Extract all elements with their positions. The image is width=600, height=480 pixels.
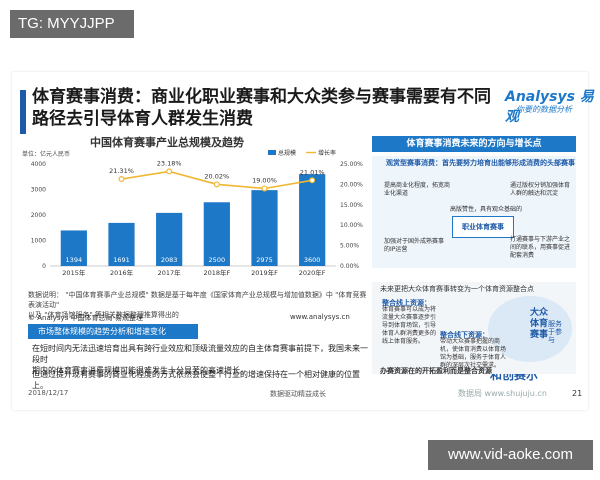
legend-swatch-bars — [268, 150, 276, 155]
legend-label-bars: 总规模 — [278, 149, 296, 157]
diagram-panel-top — [372, 156, 576, 268]
legend-label-line: 增长率 — [318, 149, 336, 157]
growth-label: 21.01% — [300, 168, 325, 176]
analysys-logo: Analysys 易观 — [505, 89, 594, 125]
bar-value-label: 2975 — [256, 256, 273, 264]
diagram-center-note: 高版赞性，具有观众基础的 — [449, 206, 522, 213]
x-tick-label: 2016年 — [110, 268, 134, 277]
slide-title-line-2: 路径去引导体育人群发生消费 — [32, 109, 253, 129]
growth-label: 23.18% — [157, 159, 182, 167]
bullet-1-line-2: 期内的体育赛事消费规模可能很难发生十分显著的高速增长。 — [32, 366, 248, 375]
bar — [251, 190, 278, 266]
diagram-center-box: 职业体育赛事 — [452, 216, 514, 238]
diagram-left-top: 提高商业化程度，拓宽商业化渠道 — [384, 182, 451, 197]
bullet-1: 在短时间内无法迅速培育出具有跨行业效应和顶级流量效应的自主体育赛事前提下，我国未… — [32, 343, 372, 376]
growth-point — [118, 176, 125, 183]
growth-point — [309, 177, 316, 184]
diagram-circle-sublabel: 服务于参与 — [548, 320, 562, 344]
source-credit: © Analysys 中国体育总局-易观整理 — [28, 314, 144, 322]
bar-value-label: 1691 — [113, 256, 130, 264]
offline-resource-desc: 带动大众赛事把握的商机，使体育消费以体育场馆为基础，服务于体育人群的深层次社交需… — [440, 338, 507, 369]
analysys-logo-tagline: 你要的数据分析 — [516, 105, 572, 114]
footnote-line-2: 以及 "体育场馆服务" 等相关数据整理推算得出的 — [28, 311, 179, 319]
watermark-site: 数据局 www.shujuju.cn — [458, 389, 547, 398]
section-label: 市场整体规模的趋势分析和增速变化 — [28, 324, 198, 339]
source-url: www.analysys.cn — [290, 313, 350, 321]
bar — [299, 174, 326, 266]
bar-value-label: 3600 — [304, 256, 321, 264]
bar — [156, 212, 183, 266]
y-tick-left: 4000 — [31, 161, 46, 168]
bar — [60, 230, 87, 266]
growth-label: 21.31% — [109, 167, 134, 175]
y-tick-right: 5.00% — [340, 243, 359, 250]
diagram-circle-label: 大众体育赛事 — [529, 308, 548, 340]
tag-overlay: TG: MYYJJPP — [10, 10, 134, 38]
x-tick-label: 2018年F — [203, 268, 230, 277]
growth-label: 19.00% — [252, 176, 277, 184]
diagram-circle — [488, 296, 572, 362]
y-tick-right: 15.00% — [340, 202, 363, 209]
y-tick-right: 10.00% — [340, 222, 363, 229]
diagram-header: 体育赛事消费未来的方向与增长点 — [372, 136, 576, 152]
chart-footnote: 数据说明： "中国体育赛事产业总规模" 数据是基于每年度《国家体育产业总规模与增… — [28, 290, 368, 320]
footnote-line-1: 数据说明： "中国体育赛事产业总规模" 数据是基于每年度《国家体育产业总规模与增… — [28, 291, 367, 309]
bullet-1-line-1: 在短时间内无法迅速培育出具有跨行业效应和顶级流量效应的自主体育赛事前提下，我国未… — [32, 344, 368, 364]
y-tick-left: 0 — [42, 263, 46, 270]
growth-label: 20.02% — [204, 172, 229, 180]
slide-footer-slogan: 数据驱动精益成长 — [270, 390, 326, 398]
diagram-right-bottom: 打通赛事与下游产业之间的联系，用赛事促进配套消费 — [510, 236, 571, 259]
diagram-subtitle: 观赏型赛事消费：首先要努力培育出能够形成消费的头部赛事 — [386, 159, 575, 167]
y-tick-left: 3000 — [31, 187, 46, 194]
diagram-bottom-note: 办赛资源在的开拓盈利而是整合资源 — [380, 367, 492, 375]
diagram-right-top: 通过版权分销加强体育人群的触达和沉淀 — [510, 182, 571, 197]
y-tick-right: 25.00% — [340, 161, 363, 168]
chart-title: 中国体育赛事产业总规模及趋势 — [90, 136, 244, 149]
offline-resource-label: 整合线下资源： — [440, 331, 489, 339]
url-overlay: www.vid-aoke.com — [428, 440, 593, 470]
bar-value-label: 1394 — [66, 256, 83, 264]
slide-date: 2018/12/17 — [28, 389, 69, 397]
growth-point — [213, 181, 220, 188]
y-tick-right: 20.00% — [340, 181, 363, 188]
bar — [108, 222, 135, 266]
diagram-left-bottom: 加强对于国外成熟赛事的IP运营 — [384, 238, 445, 253]
growth-point — [261, 185, 268, 192]
title-accent-bar — [20, 90, 26, 134]
y-tick-left: 1000 — [31, 238, 46, 245]
diagram-bottom-header: 未来更把大众体育赛事转变为一个体育资源整合点 — [380, 285, 534, 293]
y-tick-left: 2000 — [31, 212, 46, 219]
x-tick-label: 2020年F — [299, 268, 326, 277]
bar-value-label: 2083 — [161, 256, 178, 264]
online-resource-label: 整合线上资源： — [382, 299, 431, 307]
x-tick-label: 2017年 — [158, 268, 182, 277]
bullet-2: 但通过提升现有赛事的商业化程度的方式依然会使整个行业的增速保持在一个相对健康的位… — [32, 370, 360, 390]
online-resource-desc: 体育赛事可以成为将流量大众赛事逐步引导到体育场馆，引导体育人群消费更多的线上体育… — [382, 306, 437, 345]
y-tick-right: 0.00% — [340, 263, 359, 270]
y-axis-label: 单位：亿元人民币 — [22, 150, 70, 158]
bar — [203, 202, 230, 266]
page-number: 21 — [572, 389, 583, 398]
slide-title: 体育赛事消费：商业化职业赛事和大众类参与赛事需要有不同 路径去引导体育人群发生消… — [32, 86, 502, 130]
slide-title-line-1: 体育赛事消费：商业化职业赛事和大众类参与赛事需要有不同 — [32, 87, 491, 107]
bar-value-label: 2500 — [209, 256, 226, 264]
x-tick-label: 2015年 — [62, 268, 86, 277]
growth-point — [166, 168, 173, 175]
x-tick-label: 2019年F — [251, 268, 278, 277]
industry-scale-chart: 单位：亿元人民币 0 1000 2000 3000 4000 0.00% 5.00% 10.00… — [22, 149, 363, 277]
